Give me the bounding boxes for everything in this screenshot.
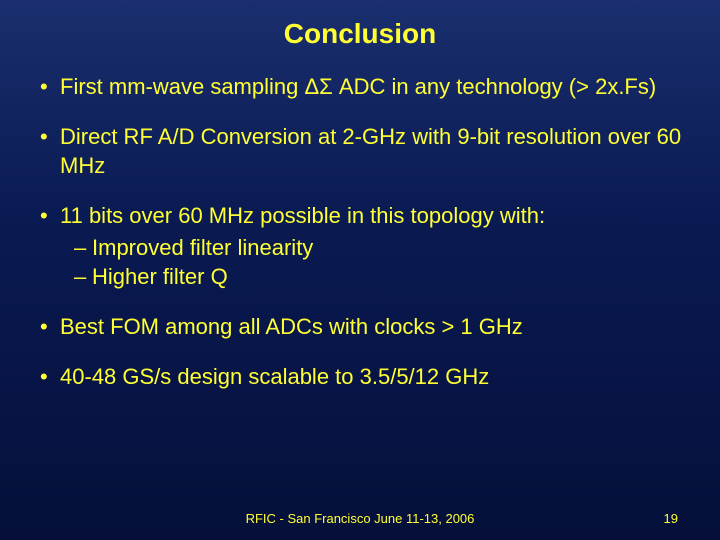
sub-bullet-text: Higher filter Q [92, 264, 228, 289]
bullet-text: First mm-wave sampling ΔΣ ADC in any tec… [60, 74, 656, 99]
bullet-item: 11 bits over 60 MHz possible in this top… [36, 201, 684, 292]
bullet-item: Best FOM among all ADCs with clocks > 1 … [36, 312, 684, 342]
sub-bullet-item: Improved filter linearity [74, 233, 684, 263]
sub-bullet-list: Improved filter linearity Higher filter … [74, 233, 684, 292]
slide: Conclusion First mm-wave sampling ΔΣ ADC… [0, 0, 720, 540]
bullet-text: Best FOM among all ADCs with clocks > 1 … [60, 314, 523, 339]
bullet-text: 40-48 GS/s design scalable to 3.5/5/12 G… [60, 364, 489, 389]
bullet-list: First mm-wave sampling ΔΣ ADC in any tec… [36, 72, 684, 392]
sub-bullet-item: Higher filter Q [74, 262, 684, 292]
bullet-item: First mm-wave sampling ΔΣ ADC in any tec… [36, 72, 684, 102]
page-number: 19 [664, 511, 678, 526]
sub-bullet-text: Improved filter linearity [92, 235, 313, 260]
bullet-item: Direct RF A/D Conversion at 2-GHz with 9… [36, 122, 684, 181]
bullet-text: 11 bits over 60 MHz possible in this top… [60, 203, 545, 228]
bullet-text: Direct RF A/D Conversion at 2-GHz with 9… [60, 124, 681, 179]
bullet-item: 40-48 GS/s design scalable to 3.5/5/12 G… [36, 362, 684, 392]
footer-text: RFIC - San Francisco June 11-13, 2006 [0, 511, 720, 526]
slide-title: Conclusion [36, 18, 684, 50]
